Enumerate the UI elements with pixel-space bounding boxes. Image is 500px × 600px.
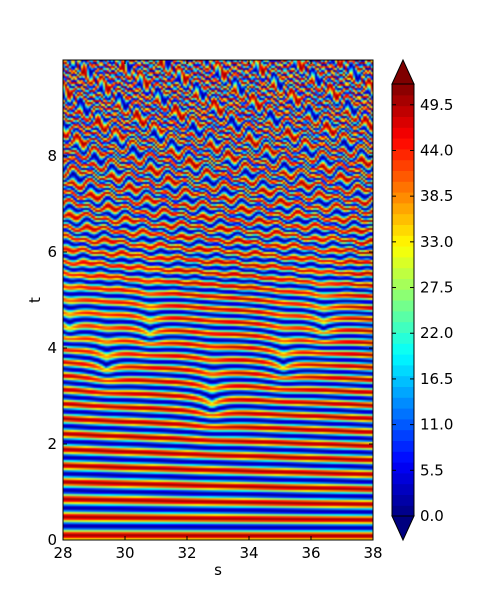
colorbar-band: [392, 213, 414, 225]
colorbar-band: [392, 148, 414, 161]
colorbar-band: [392, 332, 414, 344]
colorbar-band: [392, 451, 414, 463]
colorbar-band: [392, 472, 414, 485]
colorbar-tick-label: 38.5: [420, 187, 453, 205]
x-tick-label: 28: [53, 544, 72, 562]
colorbar-band: [392, 321, 414, 333]
colorbar-band: [392, 289, 414, 301]
colorbar-band: [392, 138, 414, 150]
y-tick-label: 6: [47, 243, 57, 261]
colorbar-band: [392, 105, 414, 117]
colorbar-band: [392, 256, 414, 269]
colorbar-band: [392, 267, 414, 279]
colorbar-band: [392, 192, 414, 204]
colorbar-band: [392, 494, 414, 506]
colorbar-band: [392, 440, 414, 452]
colorbar-band: [392, 127, 414, 139]
colorbar-band: [392, 397, 414, 409]
colorbar-band: [392, 159, 414, 171]
y-tick-label: 0: [47, 531, 57, 549]
colorbar-tick-label: 16.5: [420, 370, 453, 388]
colorbar-band: [392, 505, 414, 517]
colorbar-ticks: 0.0 5.5 11.0 16.5 22.0 27.5 33.0 38.5 44.0 49.5: [392, 96, 453, 525]
colorbar-band: [392, 418, 414, 431]
colorbar-band: [392, 354, 414, 366]
y-axis-label: t: [26, 297, 44, 303]
x-tick-label: 36: [301, 544, 320, 562]
colorbar-band: [392, 300, 414, 312]
colorbar-frame: [391, 83, 415, 517]
colorbar-band: [392, 429, 414, 441]
y-tick-label: 2: [47, 435, 57, 453]
colorbar-band: [392, 408, 414, 420]
colorbar: 0.0 5.5 11.0 16.5 22.0 27.5 33.0 38.5 44.0 49.5: [391, 58, 453, 542]
plot-frame: [62, 59, 374, 541]
colorbar-tick-label: 22.0: [420, 324, 453, 342]
colorbar-band: [392, 364, 414, 377]
heatmap-image: [63, 60, 373, 540]
colorbar-band: [392, 224, 414, 236]
colorbar-tick-label: 49.5: [420, 96, 453, 114]
x-tick-label: 32: [177, 544, 196, 562]
colorbar-band: [392, 235, 414, 247]
colorbar-band: [392, 116, 414, 128]
colorbar-band: [392, 278, 414, 290]
colorbar-gradient: [392, 84, 414, 517]
colorbar-band: [392, 386, 414, 398]
colorbar-band: [392, 202, 414, 215]
y-axis-ticks: 0 2 4 6 8: [47, 147, 373, 549]
colorbar-band: [392, 462, 414, 474]
colorbar-band: [392, 310, 414, 323]
colorbar-tick-label: 0.0: [420, 507, 444, 525]
x-tick-label: 38: [363, 544, 382, 562]
y-tick-label: 4: [47, 339, 57, 357]
colorbar-band: [392, 246, 414, 258]
colorbar-tick-label: 27.5: [420, 279, 453, 297]
colorbar-band: [392, 170, 414, 182]
colorbar-under-extension: [391, 515, 415, 542]
x-axis-ticks: 28 30 32 34 36 38: [53, 60, 383, 562]
colorbar-band: [392, 483, 414, 495]
y-tick-label: 8: [47, 147, 57, 165]
colorbar-band: [392, 94, 414, 107]
colorbar-tick-label: 33.0: [420, 233, 453, 251]
x-tick-label: 30: [115, 544, 134, 562]
colorbar-band: [392, 181, 414, 193]
colorbar-tick-label: 44.0: [420, 141, 453, 159]
colorbar-band: [392, 375, 414, 387]
colorbar-over-extension: [391, 58, 415, 85]
colorbar-tick-label: 5.5: [420, 461, 444, 479]
x-tick-label: 34: [239, 544, 258, 562]
colorbar-band: [392, 84, 414, 96]
colorbar-band: [392, 343, 414, 355]
heatmap-canvas: [63, 60, 373, 540]
x-axis-label: s: [214, 561, 222, 579]
colorbar-tick-label: 11.0: [420, 416, 453, 434]
